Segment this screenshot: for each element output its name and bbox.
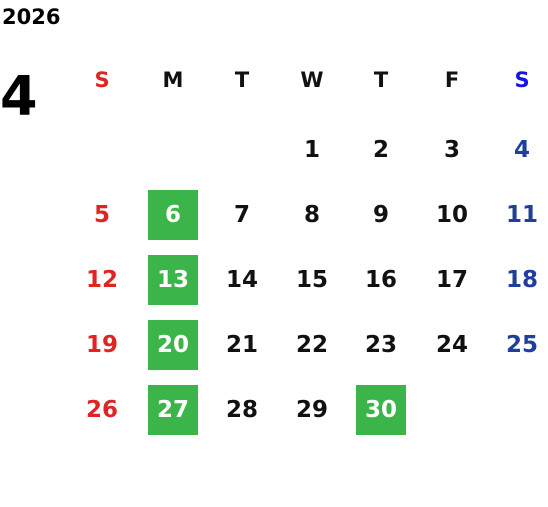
day-number: 28	[226, 397, 258, 423]
day-number: 3	[444, 137, 460, 163]
day-number: 29	[296, 397, 328, 423]
day-number: 20	[157, 332, 189, 358]
day-number: 5	[94, 202, 110, 228]
weekday-header: S	[94, 68, 109, 92]
day-number: 10	[436, 202, 468, 228]
day-number: 18	[506, 267, 538, 293]
day-number: 13	[157, 267, 189, 293]
highlight-box	[148, 385, 198, 435]
day-number: 16	[365, 267, 397, 293]
day-number: 14	[226, 267, 258, 293]
weekday-header: T	[374, 68, 389, 92]
weekday-header: W	[300, 68, 323, 92]
day-number: 19	[86, 332, 118, 358]
highlight-box	[148, 190, 198, 240]
year: 2026	[2, 5, 60, 29]
day-number: 30	[365, 397, 397, 423]
weekday-header: M	[163, 68, 184, 92]
day-number: 22	[296, 332, 328, 358]
day-number: 24	[436, 332, 468, 358]
day-number: 25	[506, 332, 538, 358]
day-number: 7	[234, 202, 250, 228]
weekday-header: S	[514, 68, 529, 92]
day-number: 12	[86, 267, 118, 293]
day-number: 2	[373, 137, 389, 163]
weekday-header: F	[445, 68, 459, 92]
day-number: 15	[296, 267, 328, 293]
day-number: 17	[436, 267, 468, 293]
day-number: 23	[365, 332, 397, 358]
day-number: 8	[304, 202, 320, 228]
day-number: 9	[373, 202, 389, 228]
day-number: 26	[86, 397, 118, 423]
day-number: 11	[506, 202, 538, 228]
highlight-box	[148, 320, 198, 370]
day-number: 6	[165, 202, 181, 228]
highlight-box	[356, 385, 406, 435]
day-number: 4	[514, 137, 530, 163]
day-number: 21	[226, 332, 258, 358]
highlight-box	[148, 255, 198, 305]
day-number: 27	[157, 397, 189, 423]
weekday-header: T	[235, 68, 250, 92]
day-number: 1	[304, 137, 320, 163]
month: 4	[0, 65, 38, 128]
